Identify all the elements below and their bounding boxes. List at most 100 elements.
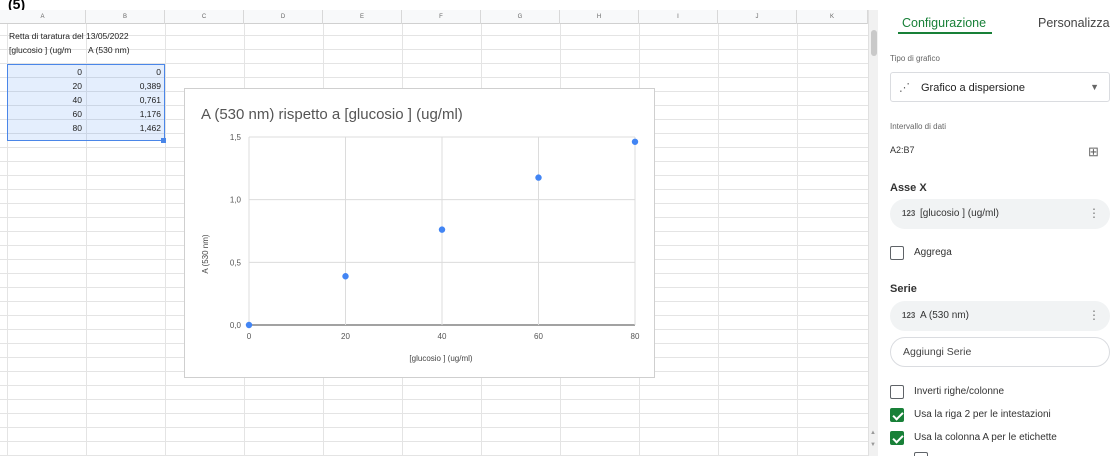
- data-point: [342, 273, 349, 280]
- series-heading: Serie: [890, 283, 917, 295]
- scroll-up-arrow-icon[interactable]: ▲: [870, 430, 876, 436]
- series-chip-label: A (530 nm): [920, 310, 969, 321]
- sheet-row[interactable]: [0, 38, 868, 50]
- chart-gridlines: [248, 136, 636, 326]
- sheet-row[interactable]: [0, 430, 868, 442]
- y-tick-label: 1,0: [230, 196, 242, 205]
- cell-a4[interactable]: 20: [72, 81, 82, 91]
- aggregate-checkbox[interactable]: [890, 246, 904, 260]
- number-type-icon: 123: [902, 209, 916, 218]
- sheet-row[interactable]: [0, 444, 868, 456]
- column-header-g[interactable]: G: [481, 10, 560, 24]
- switch-rows-columns-label: Inverti righe/colonne: [914, 386, 1005, 397]
- scatter-chart-icon: ⋰: [899, 82, 910, 94]
- x-tick-label: 20: [341, 332, 350, 341]
- y-axis-label: A (530 nm): [201, 234, 210, 273]
- number-type-icon: 123: [902, 311, 916, 320]
- switch-rows-columns-checkbox[interactable]: [890, 385, 904, 399]
- scatter-points: [245, 138, 639, 329]
- data-range-label: Intervallo di dati: [890, 122, 947, 131]
- select-range-grid-icon[interactable]: ⊞: [1088, 144, 1099, 159]
- x-axis-ticks: 0 20 40 60 80: [247, 332, 640, 341]
- sheet-row[interactable]: [0, 24, 868, 36]
- chart-canvas: A (530 nm) rispetto a [glucosio ] (ug/ml…: [201, 106, 640, 363]
- column-header-b[interactable]: B: [86, 10, 165, 24]
- sheet-row[interactable]: [0, 388, 868, 400]
- cell-a6[interactable]: 60: [72, 109, 82, 119]
- cell-b7[interactable]: 1,462: [139, 123, 161, 133]
- data-range-input[interactable]: A2:B7: [890, 145, 915, 155]
- partial-checkbox[interactable]: [914, 452, 928, 456]
- use-row2-headers-checkbox[interactable]: [890, 408, 904, 422]
- column-header-d[interactable]: D: [244, 10, 323, 24]
- grid-line: [797, 24, 798, 456]
- column-header-i[interactable]: I: [639, 10, 718, 24]
- cell-b2[interactable]: A (530 nm): [88, 45, 130, 55]
- data-point: [535, 174, 542, 181]
- cell-a7[interactable]: 80: [72, 123, 82, 133]
- column-header-e[interactable]: E: [323, 10, 402, 24]
- tab-setup[interactable]: Configurazione: [902, 16, 987, 30]
- x-tick-label: 0: [247, 332, 252, 341]
- x-tick-label: 80: [631, 332, 640, 341]
- column-header-f[interactable]: F: [402, 10, 481, 24]
- x-axis-heading: Asse X: [890, 182, 927, 194]
- grid-line: [7, 24, 8, 456]
- add-series-button[interactable]: Aggiungi Serie: [890, 337, 1110, 367]
- chevron-down-icon: ▼: [1090, 82, 1099, 92]
- cell-a3[interactable]: 0: [77, 67, 82, 77]
- grid-line: [718, 24, 719, 456]
- cell-b6[interactable]: 1,176: [139, 109, 161, 119]
- column-header-k[interactable]: K: [797, 10, 868, 24]
- x-axis-chip[interactable]: 123 [glucosio ] (ug/ml) ⋮: [890, 199, 1110, 229]
- sheet-row[interactable]: [0, 52, 868, 64]
- selected-range[interactable]: [7, 64, 165, 141]
- sheet-row[interactable]: [0, 374, 868, 386]
- y-axis-ticks: 0,0 0,5 1,0 1,5: [230, 133, 242, 330]
- column-header-h[interactable]: H: [560, 10, 639, 24]
- column-header-j[interactable]: J: [718, 10, 797, 24]
- more-vert-icon[interactable]: ⋮: [1088, 206, 1100, 220]
- grid-line: [165, 24, 166, 456]
- x-axis-chip-label: [glucosio ] (ug/ml): [920, 208, 999, 219]
- x-tick-label: 40: [438, 332, 447, 341]
- series-chip[interactable]: 123 A (530 nm) ⋮: [890, 301, 1110, 331]
- cropped-caption-text: (5): [8, 0, 26, 10]
- fill-handle[interactable]: [161, 138, 166, 143]
- y-tick-label: 0,0: [230, 321, 242, 330]
- chart-type-value: Grafico a dispersione: [921, 82, 1025, 94]
- embedded-chart[interactable]: A (530 nm) rispetto a [glucosio ] (ug/ml…: [184, 88, 655, 378]
- cell-a2[interactable]: [glucosio ] (ug/m: [9, 45, 72, 55]
- add-series-label: Aggiungi Serie: [903, 346, 972, 358]
- more-vert-icon[interactable]: ⋮: [1088, 308, 1100, 322]
- cell-b4[interactable]: 0,389: [139, 81, 161, 91]
- use-column-a-labels-checkbox[interactable]: [890, 431, 904, 445]
- use-row2-headers-label: Usa la riga 2 per le intestazioni: [914, 409, 1051, 420]
- aggregate-label: Aggrega: [914, 247, 952, 258]
- scrollbar-thumb[interactable]: [871, 30, 877, 56]
- cell-b5[interactable]: 0,761: [139, 95, 161, 105]
- column-header-a[interactable]: A: [0, 10, 86, 24]
- y-tick-label: 1,5: [230, 133, 242, 142]
- x-axis-label: [glucosio ] (ug/ml): [409, 354, 472, 363]
- sheet-vertical-scrollbar[interactable]: ▲ ▼: [868, 10, 878, 456]
- sheet-row[interactable]: [0, 402, 868, 414]
- data-point: [245, 321, 253, 329]
- cell-a5[interactable]: 40: [72, 95, 82, 105]
- chart-title: A (530 nm) rispetto a [glucosio ] (ug/ml…: [201, 106, 463, 123]
- grid-line: [86, 24, 87, 456]
- cell-b3[interactable]: 0: [156, 67, 161, 77]
- data-point: [631, 138, 639, 145]
- sheet-row[interactable]: [0, 66, 868, 78]
- tab-customize[interactable]: Personalizza: [1038, 16, 1110, 30]
- scroll-down-arrow-icon[interactable]: ▼: [870, 442, 876, 448]
- x-tick-label: 60: [534, 332, 543, 341]
- cell-a1[interactable]: Retta di taratura del 13/05/2022: [9, 31, 129, 41]
- sheet-row[interactable]: [0, 416, 868, 428]
- chart-type-dropdown[interactable]: ⋰ Grafico a dispersione ▼: [890, 72, 1110, 102]
- column-header-c[interactable]: C: [165, 10, 244, 24]
- active-tab-indicator: [898, 32, 992, 34]
- column-header-bar: A B C D E F G H I J K: [0, 10, 868, 24]
- cropped-caption: (5): [0, 0, 40, 10]
- data-point: [438, 226, 446, 233]
